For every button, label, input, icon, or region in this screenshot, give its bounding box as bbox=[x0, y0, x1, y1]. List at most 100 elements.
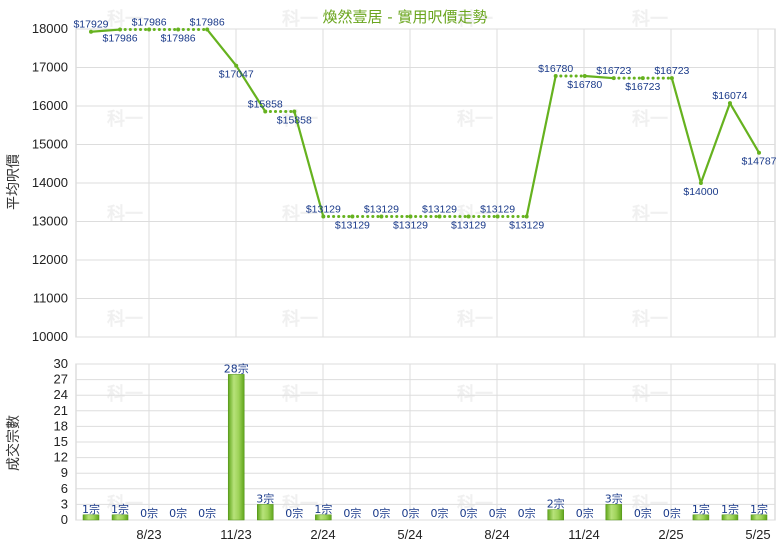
price-y-tick-label: 16000 bbox=[32, 98, 68, 113]
price-line-segment bbox=[583, 74, 615, 80]
volume-bar-label: 0宗 bbox=[460, 506, 478, 520]
price-point bbox=[118, 27, 123, 32]
volume-bar bbox=[315, 514, 332, 521]
watermark-text: 科一 bbox=[107, 383, 143, 405]
volume-bar bbox=[547, 509, 564, 521]
volume-bar bbox=[750, 514, 768, 521]
watermark-text: 科一 bbox=[457, 383, 493, 405]
volume-bar-label: 1宗 bbox=[111, 502, 129, 516]
volume-bar-label: 0宗 bbox=[198, 506, 216, 520]
volume-bar-label: 0宗 bbox=[431, 506, 449, 520]
volume-bar-label: 0宗 bbox=[489, 506, 507, 520]
watermark-text: 科一 bbox=[632, 108, 668, 130]
price-point bbox=[263, 109, 268, 114]
price-point-label: $16723 bbox=[654, 65, 689, 77]
price-point bbox=[408, 214, 413, 219]
volume-bar-label: 0宗 bbox=[401, 506, 419, 520]
volume-bar bbox=[692, 514, 710, 521]
price-point-label: $17929 bbox=[73, 19, 108, 31]
price-point-label: $16074 bbox=[712, 90, 747, 102]
price-y-tick-label: 15000 bbox=[32, 137, 68, 152]
volume-y-tick-label: 30 bbox=[54, 356, 68, 371]
price-point bbox=[350, 214, 355, 219]
x-tick-label: 11/23 bbox=[220, 527, 252, 542]
price-y-tick-label: 18000 bbox=[32, 21, 68, 36]
price-point-label: $15858 bbox=[277, 114, 312, 126]
price-point bbox=[524, 214, 529, 219]
volume-bar-label: 3宗 bbox=[256, 491, 274, 505]
volume-bar-label: 28宗 bbox=[224, 361, 249, 375]
volume-y-tick-label: 9 bbox=[61, 465, 68, 480]
price-line-segment bbox=[89, 28, 122, 33]
volume-y-tick-label: 24 bbox=[54, 387, 68, 402]
price-line-segment bbox=[525, 74, 557, 218]
watermark-text: 科一 bbox=[282, 108, 318, 130]
watermark-text: 科一 bbox=[632, 383, 668, 405]
price-line-segment bbox=[728, 102, 761, 154]
watermark-text: 科一 bbox=[107, 308, 143, 330]
watermark-text: 科一 bbox=[107, 108, 143, 130]
chart-title: 煥然壹居 - 實用呎價走勢 bbox=[323, 8, 488, 26]
volume-bar-label: 1宗 bbox=[750, 502, 768, 516]
price-point-label: $17986 bbox=[103, 33, 138, 45]
watermark-text: 科一 bbox=[632, 203, 668, 225]
price-point-labels: $17929 $17986 $17986 $17986 $17986 $17047 $158… bbox=[73, 17, 776, 232]
price-point-label: $17986 bbox=[161, 33, 196, 45]
price-point bbox=[582, 73, 587, 78]
price-point-label: $13129 bbox=[335, 220, 370, 232]
price-point-label: $14787 bbox=[741, 156, 776, 168]
volume-y-tick-label: 3 bbox=[61, 496, 68, 511]
x-tick-labels: 8/23 11/23 2/24 5/24 8/24 11/24 2/25 5/25 bbox=[136, 527, 770, 542]
volume-bar-label: 2宗 bbox=[547, 497, 565, 511]
x-tick-label: 8/23 bbox=[136, 527, 161, 542]
volume-bar-label: 0宗 bbox=[140, 506, 158, 520]
x-tick-label: 11/24 bbox=[568, 527, 600, 542]
price-point-label: $13129 bbox=[306, 204, 341, 216]
price-y-tick-label: 14000 bbox=[32, 175, 68, 190]
watermark-text: 科一 bbox=[457, 203, 493, 225]
price-point bbox=[669, 76, 674, 81]
price-point-label: $16780 bbox=[538, 63, 573, 75]
volume-bar-label: 0宗 bbox=[576, 506, 594, 520]
watermark-text: 科一 bbox=[457, 308, 493, 330]
watermark-text: 科一 bbox=[282, 8, 318, 30]
volume-y-tick-label: 12 bbox=[54, 450, 68, 465]
volume-bar-label: 0宗 bbox=[169, 506, 187, 520]
volume-y-tick-label: 6 bbox=[61, 481, 68, 496]
volume-bar-label: 0宗 bbox=[343, 506, 361, 520]
price-point-label: $17986 bbox=[190, 17, 225, 29]
price-line-segment bbox=[293, 110, 325, 218]
price-point bbox=[147, 27, 152, 32]
price-y-tick-label: 17000 bbox=[32, 60, 68, 75]
volume-bar bbox=[721, 514, 739, 521]
watermark-text: 科一 bbox=[282, 203, 318, 225]
price-point bbox=[727, 101, 732, 106]
volume-bar bbox=[257, 504, 274, 521]
price-point bbox=[176, 27, 181, 32]
price-point-label: $16723 bbox=[625, 81, 660, 93]
x-tick-label: 2/24 bbox=[310, 527, 335, 542]
volume-y-tick-label: 18 bbox=[54, 418, 68, 433]
price-point bbox=[234, 63, 239, 68]
price-point-label: $13129 bbox=[451, 220, 486, 232]
price-line-series bbox=[89, 27, 761, 219]
watermark-text: 科一 bbox=[632, 308, 668, 330]
price-point-label: $13129 bbox=[364, 204, 399, 216]
price-point bbox=[379, 214, 384, 219]
price-point bbox=[321, 214, 326, 219]
price-point bbox=[292, 109, 297, 114]
price-point-label: $13129 bbox=[422, 204, 457, 216]
x-tick-label: 5/24 bbox=[397, 527, 422, 542]
volume-y-tick-label: 27 bbox=[54, 372, 68, 387]
price-point bbox=[205, 27, 210, 32]
price-point bbox=[495, 214, 500, 219]
price-point-label: $17986 bbox=[132, 17, 167, 29]
watermark-text: 科一 bbox=[282, 308, 318, 330]
price-point-label: $16780 bbox=[567, 79, 602, 91]
watermark-text: 科一 bbox=[282, 383, 318, 405]
x-tick-label: 8/24 bbox=[484, 527, 509, 542]
price-point-label: $16723 bbox=[596, 65, 631, 77]
